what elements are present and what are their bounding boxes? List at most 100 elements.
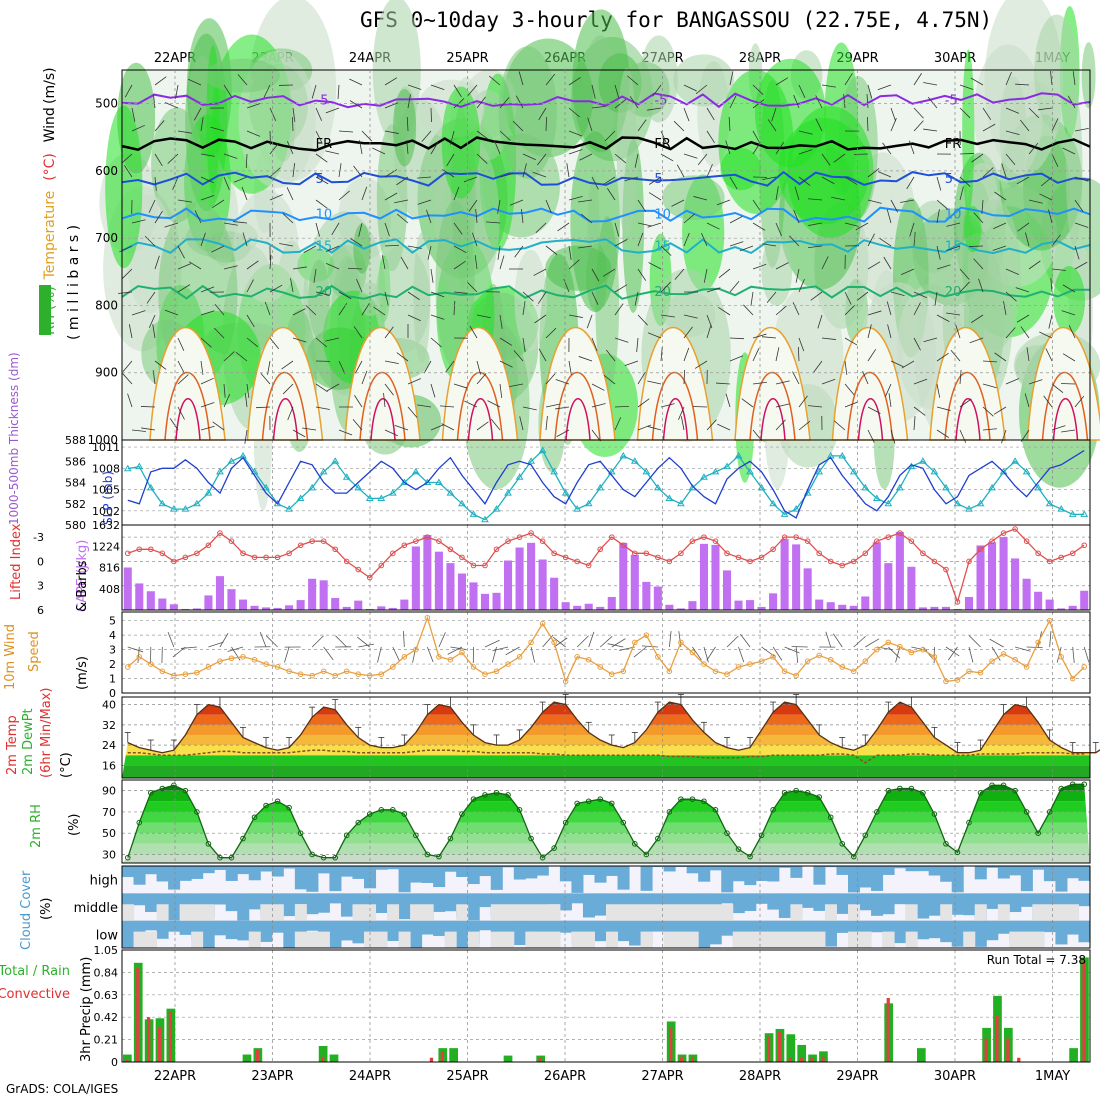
cloud-cell — [824, 920, 837, 947]
wind-barb — [683, 232, 690, 247]
wind-barb — [729, 71, 734, 86]
cloud-gap — [444, 931, 457, 948]
cloud-cell — [421, 866, 434, 884]
wind-barb — [844, 291, 852, 305]
cloud-cell — [813, 893, 826, 911]
cape-bar — [861, 596, 870, 610]
precip-convective-bar — [1017, 1057, 1021, 1062]
cape-bar — [619, 542, 628, 610]
wind-barb — [913, 107, 924, 119]
lifted-index-line-marker — [1035, 550, 1041, 557]
wind-barb — [1028, 379, 1043, 385]
cloud-row-label: low — [96, 928, 119, 943]
wind-barb — [959, 398, 972, 408]
wind-barb — [767, 119, 777, 132]
wind-speed-line-marker — [401, 654, 408, 660]
cape-bar — [630, 554, 639, 610]
wind-barb — [545, 403, 560, 408]
wind-barb — [634, 153, 639, 168]
wind-barb — [762, 243, 777, 247]
wind-barb — [394, 199, 409, 204]
rh-line-marker — [378, 806, 385, 813]
cloud-cell — [974, 866, 987, 880]
cloud-cell — [317, 893, 330, 913]
wind-barb — [499, 130, 511, 141]
wind-barb — [476, 373, 487, 385]
wind-barb — [674, 268, 685, 280]
wind-barb — [890, 107, 897, 122]
lifted-index-line-marker — [758, 554, 765, 561]
cloud-cell — [340, 920, 353, 941]
cloud-cell — [813, 866, 826, 885]
cape-bar — [319, 580, 328, 610]
wind-barb-10m — [180, 646, 197, 649]
cloud-gap — [709, 904, 722, 921]
wind-barb — [453, 245, 467, 254]
wind-barb — [992, 245, 1007, 251]
wind-speed-line-marker — [1081, 664, 1088, 670]
wind-barb-10m — [542, 634, 554, 648]
wind-barb — [417, 404, 432, 408]
thickness-line-marker — [942, 483, 950, 491]
wind-barb-10m — [895, 646, 901, 663]
lifted-index-line-marker — [343, 558, 350, 565]
cape-bar — [308, 578, 317, 610]
cape-bar — [446, 563, 455, 610]
wind-barb — [154, 153, 163, 167]
wind-barb — [169, 418, 179, 431]
cape-bar — [676, 608, 685, 610]
wind-speed-line-marker — [747, 661, 753, 667]
cloud-gap — [744, 931, 757, 948]
lifted-index-line-marker — [816, 550, 822, 557]
wind-barb — [614, 239, 628, 247]
wind-barb — [959, 370, 962, 385]
wind-barb — [683, 369, 685, 385]
cape-bar — [434, 551, 443, 610]
thickness-line-marker — [527, 457, 535, 464]
lifted-index-line-marker — [897, 530, 903, 536]
cloud-cell — [352, 920, 365, 944]
wind-barb — [453, 383, 468, 389]
cloud-cell — [617, 866, 630, 890]
wind-barb — [423, 360, 432, 374]
wind-speed-line-marker — [966, 668, 972, 675]
wind-speed-line-marker — [701, 661, 707, 667]
wind-barb — [246, 103, 261, 109]
wind-tick-label: 5 — [109, 615, 116, 628]
lifted-index-line-marker — [194, 550, 200, 557]
wind-barb — [557, 222, 570, 232]
wind-barb — [843, 94, 846, 109]
wind-barb — [883, 256, 892, 270]
lifted-index-line-marker — [931, 558, 938, 565]
wind-barb — [678, 406, 685, 420]
cloud-cell — [168, 920, 181, 932]
wind-barb — [292, 266, 307, 270]
rh-line-marker — [608, 800, 615, 807]
wind-barb — [1074, 245, 1080, 260]
wind-barb — [970, 77, 984, 86]
wind-barb — [752, 199, 762, 212]
cloud-gap — [905, 904, 918, 921]
wind-barb — [522, 406, 537, 411]
wind-barb — [614, 153, 627, 164]
wind-barb — [430, 268, 434, 283]
wind-barb-10m — [219, 633, 229, 648]
wind-speed-line-marker — [632, 639, 638, 646]
wind-barb — [223, 265, 238, 270]
wind-speed-line-marker — [585, 656, 592, 663]
wind-barb — [177, 406, 185, 420]
isotherm-label: 5 — [654, 172, 662, 187]
cloud-cell — [559, 920, 572, 933]
date-label-bottom: 23APR — [251, 1069, 293, 1084]
rh-line-marker — [770, 806, 776, 813]
wind-barb — [775, 262, 789, 270]
precip-convective-bar — [255, 1049, 260, 1062]
cloud-gap — [767, 931, 780, 948]
cape-bar — [331, 598, 340, 610]
wind-barb-10m — [832, 633, 843, 648]
lifted-index-line-marker — [1023, 538, 1030, 544]
cloud-cell — [525, 866, 538, 879]
wind-barb — [1051, 268, 1066, 271]
wind-speed-line-marker — [620, 668, 627, 675]
wind-barb — [361, 370, 368, 385]
